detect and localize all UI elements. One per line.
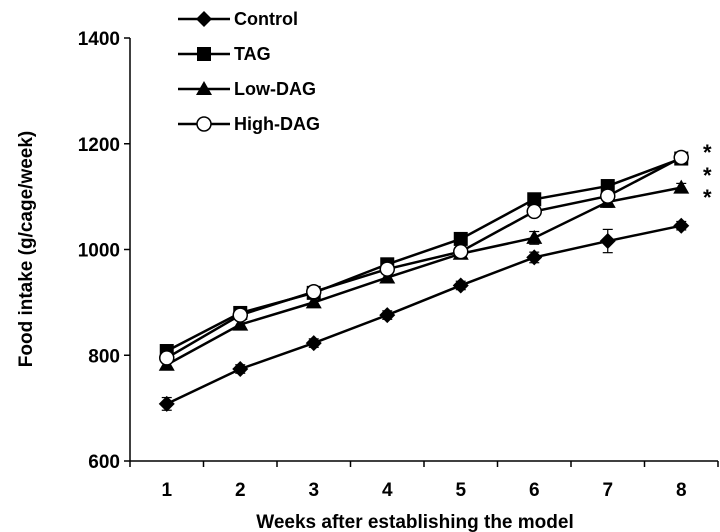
legend-item-control: Control [178,9,298,29]
legend-item-high-dag: High-DAG [178,114,320,134]
data-point [673,217,690,234]
significance-marks: *** [703,140,712,210]
data-point [526,203,542,220]
data-point [232,307,248,323]
data-point [600,188,616,204]
legend-item-low-dag: Low-DAG [178,79,316,99]
data-point [673,179,690,194]
legend-label: Control [234,9,298,29]
data-point [453,243,469,260]
significance-star: * [703,140,712,165]
series-control [158,217,690,412]
significance-star: * [703,163,712,188]
data-point [305,335,322,352]
data-point [599,233,616,250]
ticks: 600 800 1000 1200 1400 1 2 3 4 5 6 7 8 [78,29,719,501]
y-tick-label: 1200 [78,135,120,156]
x-tick-label: 7 [602,480,613,501]
legend-item-tag: TAG [178,44,271,64]
x-tick-label: 2 [235,480,246,501]
data-point [452,277,469,294]
series-line [166,224,682,406]
axes [129,38,718,462]
y-tick-label: 600 [88,452,120,473]
data-point [673,149,689,166]
y-tick-label: 1400 [78,29,120,50]
legend-marker [196,116,212,132]
data-point [305,294,322,309]
y-tick-label: 1000 [78,241,120,262]
data-point [232,360,249,377]
data-point [379,261,395,277]
data-point [453,231,468,246]
x-tick-label: 8 [676,480,687,501]
data-point [379,307,396,324]
x-axis-title: Weeks after establishing the model [256,512,573,532]
legend-label: High-DAG [234,114,320,134]
legend: Control TAG Low-DAG High-DAG [178,9,320,134]
series-layer [158,149,690,412]
data-point [306,284,322,300]
y-axis-title: Food intake (g/cage/week) [16,131,37,368]
data-point [526,249,543,266]
x-tick-label: 3 [308,480,319,501]
data-point [158,395,175,412]
x-tick-label: 5 [455,480,466,501]
legend-marker [196,81,212,95]
data-point [526,229,543,244]
legend-label: TAG [234,44,271,64]
y-tick-label: 800 [88,346,120,367]
x-tick-label: 4 [382,480,393,501]
x-tick-label: 1 [161,480,172,501]
legend-marker [196,11,212,27]
series-line [166,157,682,353]
series-line [166,186,682,366]
legend-marker [197,47,211,61]
series-low-dag [158,179,690,371]
series-line [166,156,682,359]
series-high-dag [159,149,689,366]
data-point [527,192,542,207]
data-point [159,350,175,366]
significance-star: * [703,185,712,210]
legend-label: Low-DAG [234,79,316,99]
data-point [232,316,249,331]
x-tick-label: 6 [529,480,540,501]
